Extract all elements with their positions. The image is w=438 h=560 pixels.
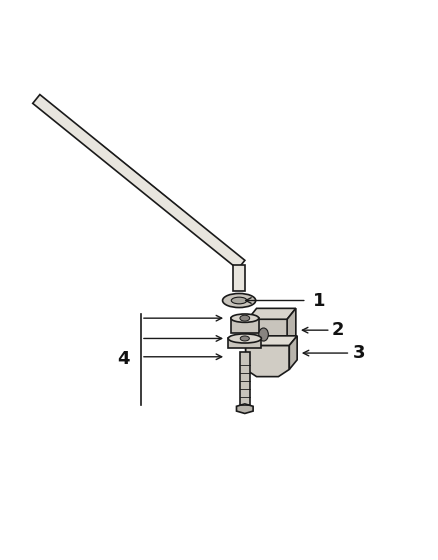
Polygon shape (233, 265, 244, 291)
Ellipse shape (231, 297, 247, 304)
Ellipse shape (240, 336, 249, 341)
Text: 3: 3 (352, 344, 364, 362)
Ellipse shape (222, 293, 255, 307)
Text: 4: 4 (117, 351, 130, 368)
Polygon shape (286, 309, 295, 350)
FancyBboxPatch shape (245, 317, 289, 352)
Polygon shape (33, 95, 244, 269)
Polygon shape (247, 309, 295, 319)
Polygon shape (228, 338, 261, 348)
Ellipse shape (240, 315, 249, 321)
Ellipse shape (230, 314, 258, 323)
Polygon shape (245, 336, 297, 346)
Ellipse shape (258, 328, 268, 341)
Polygon shape (289, 336, 297, 370)
Text: 2: 2 (331, 321, 344, 339)
Polygon shape (245, 346, 289, 377)
Ellipse shape (228, 334, 261, 343)
Polygon shape (236, 404, 253, 413)
Polygon shape (230, 318, 258, 333)
Text: 1: 1 (313, 292, 325, 310)
Polygon shape (239, 352, 250, 405)
